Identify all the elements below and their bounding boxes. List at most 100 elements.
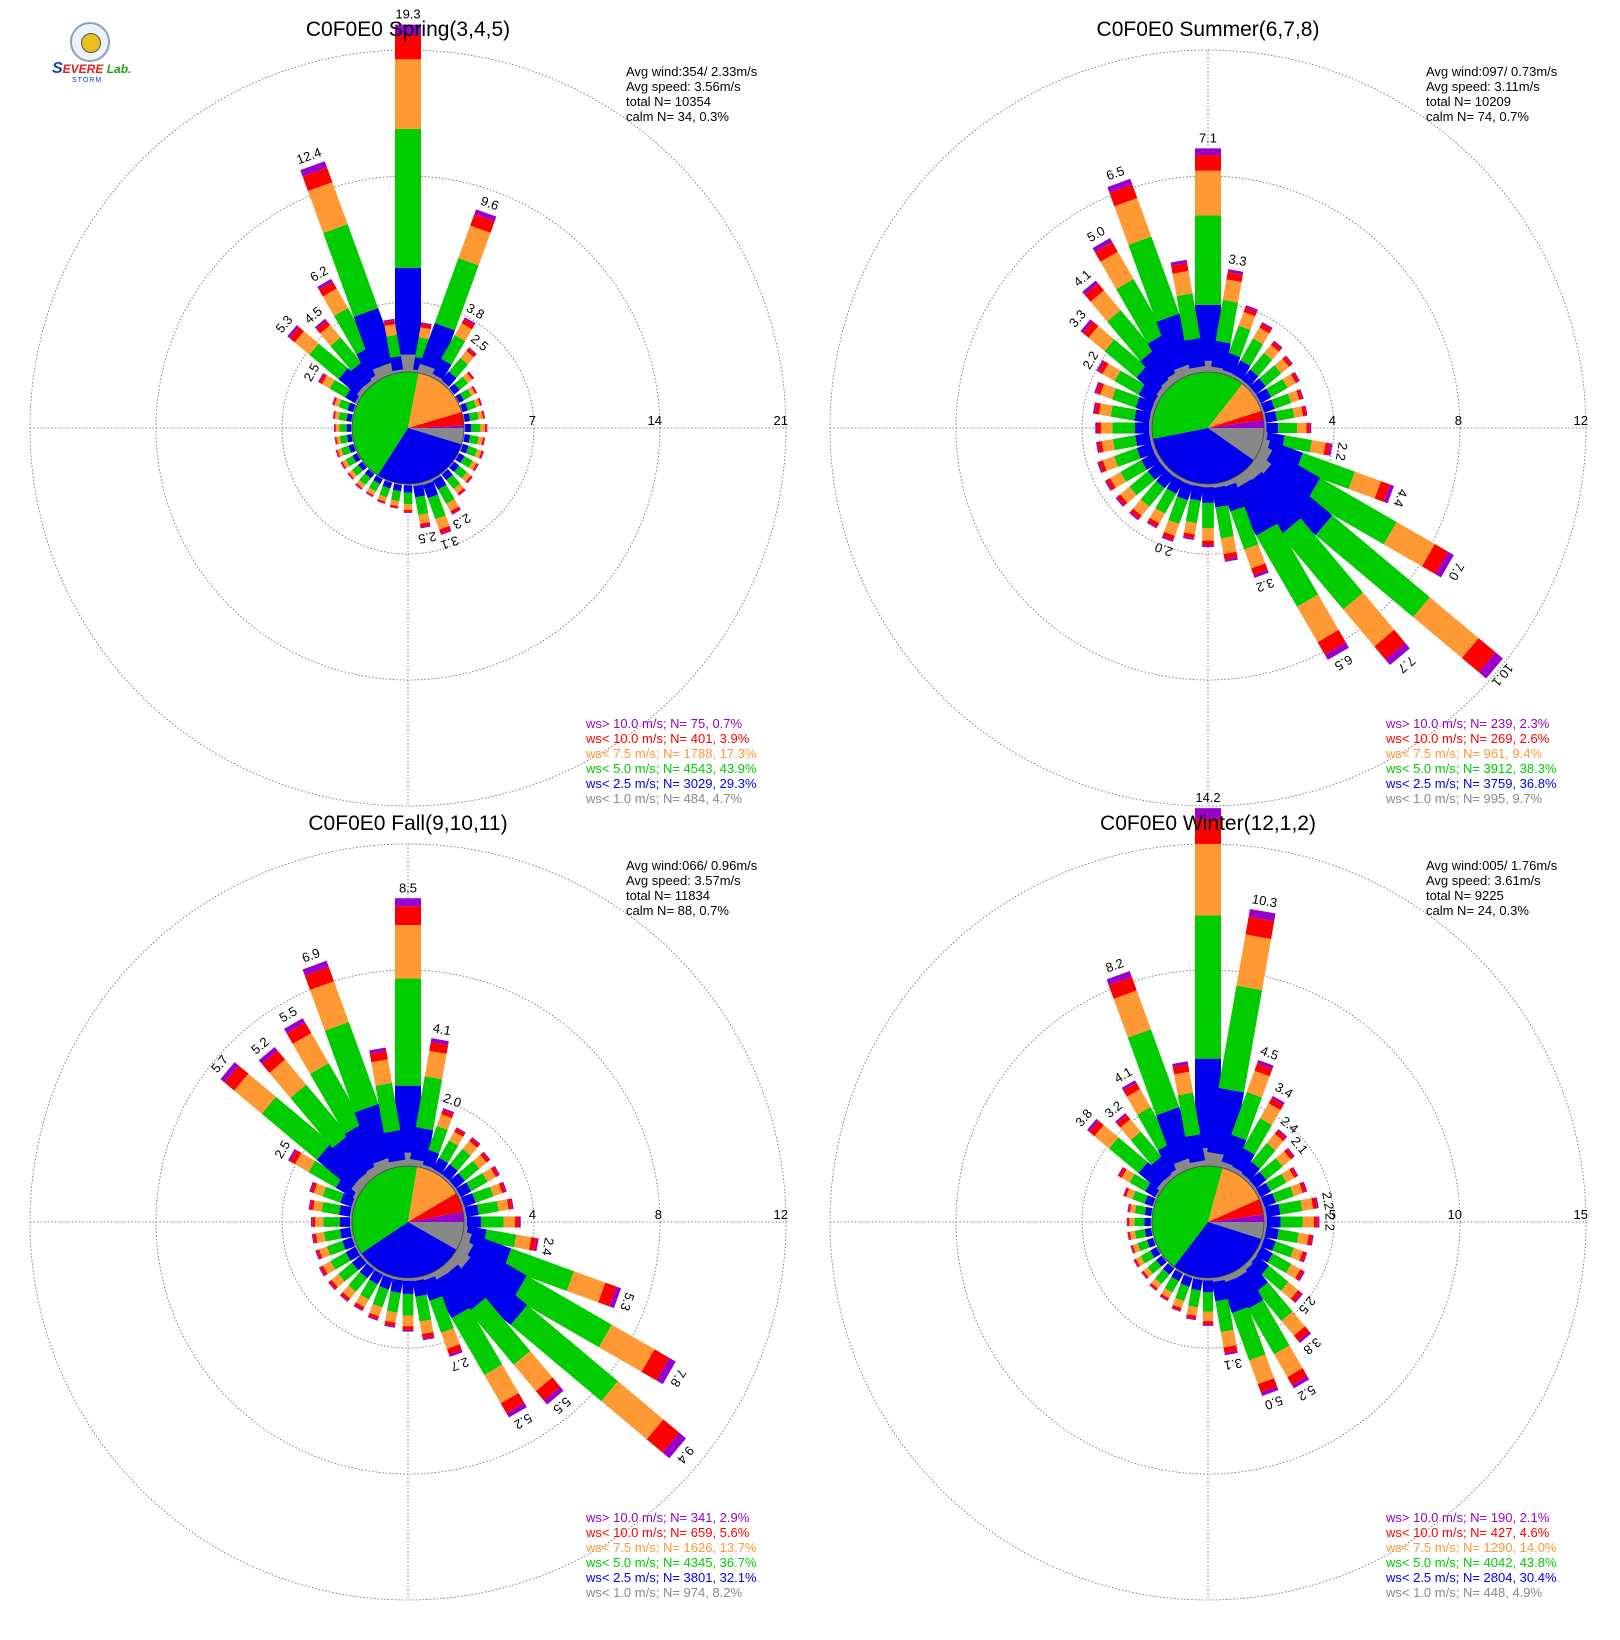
panel-title: C0F0E0 Spring(3,4,5)	[306, 18, 510, 41]
petal-segment	[461, 319, 475, 330]
petal-segment	[353, 1305, 363, 1312]
legend-entry: ws< 7.5 m/s; N= 1626, 13.7%	[585, 1540, 757, 1555]
petal-170	[1211, 1276, 1238, 1356]
stats-line: Avg wind:066/ 0.96m/s	[626, 858, 758, 873]
petal-segment	[1144, 1227, 1153, 1238]
petal-300	[1096, 360, 1163, 406]
petal-segment	[1315, 1197, 1319, 1209]
petal-segment	[1092, 238, 1113, 253]
petal-segment	[307, 182, 348, 234]
petal-segment	[1274, 1130, 1287, 1142]
lab-logo: SEVERE Lab. STORM	[52, 22, 144, 84]
petal-segment	[429, 1041, 449, 1054]
petal-segment	[480, 451, 484, 459]
petal-segment	[1202, 1280, 1214, 1293]
petal-segment	[1177, 1092, 1201, 1137]
petal-segment	[376, 474, 384, 480]
pie-outline	[1151, 371, 1265, 485]
petal-segment	[1096, 360, 1105, 372]
petal-segment	[1257, 1378, 1278, 1393]
petal-segment	[339, 1227, 352, 1239]
petal-segment	[385, 1310, 398, 1323]
petal-segment	[421, 1164, 434, 1172]
petal-200	[1161, 478, 1195, 542]
petal-segment	[1176, 293, 1201, 341]
petal-segment	[434, 258, 479, 331]
petal-segment	[1278, 1200, 1303, 1215]
petal-segment	[312, 1233, 318, 1244]
petal-segment	[482, 1151, 491, 1161]
petal-segment	[392, 483, 403, 492]
petal-segment	[1171, 1269, 1184, 1282]
ring-label: 12	[1574, 413, 1588, 428]
petal-segment	[446, 499, 459, 512]
petal-segment	[348, 443, 356, 453]
petal-segment	[312, 1217, 316, 1227]
petal-segment	[504, 1248, 575, 1292]
petal-segment	[477, 436, 483, 446]
petal-segment	[1211, 1276, 1225, 1283]
petal-260	[1127, 1227, 1154, 1241]
petal-segment	[454, 323, 473, 342]
petal-segment	[338, 399, 351, 411]
petal-segment	[485, 423, 487, 433]
petal-240	[318, 1245, 362, 1277]
petal-label: 7.1	[1199, 130, 1217, 145]
petal-segment	[1134, 1228, 1147, 1239]
petal-segment	[460, 402, 469, 413]
petal-segment	[1478, 652, 1503, 679]
petal-segment	[379, 485, 391, 498]
petal-segment	[477, 1200, 499, 1215]
petal-segment	[449, 461, 460, 473]
stats-line: total N= 10354	[626, 94, 711, 109]
petal-segment	[1120, 1119, 1141, 1141]
petal-segment	[1143, 1267, 1153, 1278]
petal-segment	[1104, 339, 1147, 378]
petal-50	[1247, 355, 1293, 397]
petal-segment	[346, 434, 353, 443]
petal-segment	[391, 489, 402, 502]
petal-290	[1123, 1187, 1157, 1208]
petal-segment	[1289, 1167, 1298, 1178]
petal-segment	[1134, 422, 1150, 434]
petal-segment	[439, 525, 451, 534]
petal-segment	[1223, 551, 1238, 560]
petal-segment	[1172, 270, 1193, 297]
petal-segment	[323, 1229, 342, 1242]
petal-segment	[371, 1059, 392, 1086]
petal-segment	[313, 1183, 327, 1197]
petal-segment	[384, 479, 393, 484]
petal-segment	[1167, 1262, 1176, 1269]
petal-segment	[1155, 488, 1177, 514]
petal-segment	[1270, 341, 1282, 352]
petal-segment	[441, 469, 453, 481]
petal-segment	[424, 1050, 447, 1080]
petal-segment	[469, 1297, 531, 1365]
petal-segment	[354, 1302, 365, 1311]
pie-slice	[1153, 428, 1254, 484]
petal-segment	[1385, 642, 1410, 666]
petal-segment	[1146, 521, 1158, 529]
petal-segment	[1281, 1311, 1305, 1336]
petal-segment	[337, 448, 344, 457]
petal-segment	[1298, 1331, 1312, 1343]
petal-segment	[462, 1140, 478, 1156]
petal-segment	[420, 323, 432, 330]
petal-80	[462, 410, 486, 423]
petal-segment	[1251, 563, 1268, 576]
petal-segment	[288, 1148, 297, 1162]
petal-10	[409, 1038, 449, 1169]
petal-segment	[465, 445, 478, 457]
petal-segment	[346, 413, 353, 422]
petal-segment	[506, 1198, 513, 1210]
petal-segment	[1130, 1131, 1162, 1165]
petal-segment	[1144, 1206, 1153, 1217]
legend-entry: ws< 2.5 m/s; N= 3801, 32.1%	[585, 1570, 757, 1585]
petal-segment	[311, 1233, 315, 1244]
petal-segment	[598, 1282, 617, 1307]
petal-segment	[420, 525, 431, 529]
petal-segment	[421, 478, 434, 486]
petal-segment	[1185, 1134, 1206, 1163]
legend-entry: ws< 5.0 m/s; N= 4543, 43.9%	[585, 761, 757, 776]
petal-segment	[335, 1176, 360, 1198]
